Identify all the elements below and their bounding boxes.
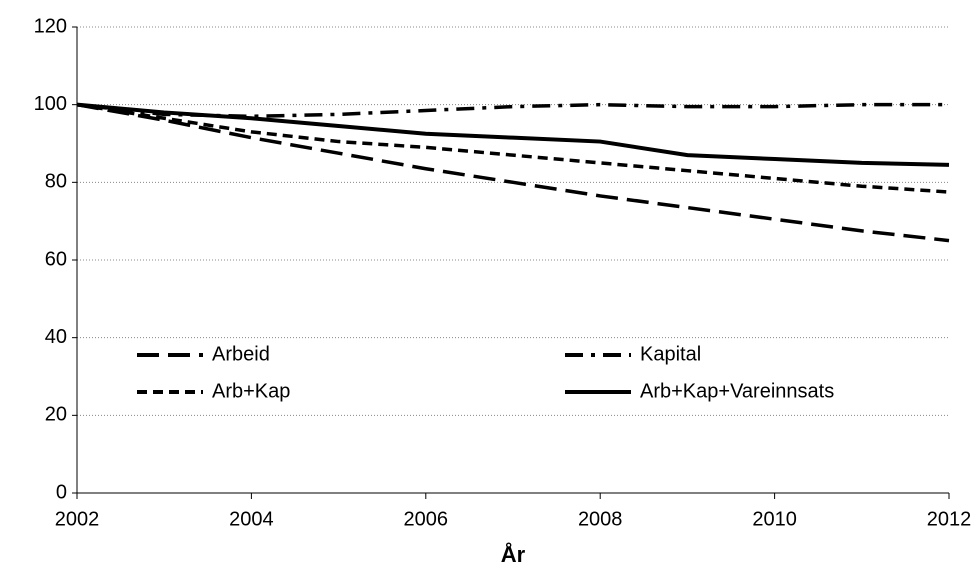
y-tick-label: 40 — [45, 326, 67, 348]
x-tick-label: 2012 — [927, 508, 972, 530]
legend-label: Kapital — [640, 343, 701, 365]
legend-label: Arbeid — [212, 343, 270, 365]
y-tick-label: 20 — [45, 404, 67, 426]
x-tick-label: 2002 — [55, 508, 100, 530]
y-tick-label: 80 — [45, 171, 67, 193]
y-tick-label: 0 — [56, 481, 67, 503]
series-line — [76, 102, 950, 167]
y-tick-label: 60 — [45, 248, 67, 270]
x-tick-label: 2006 — [404, 508, 449, 530]
y-tick-label: 100 — [34, 93, 67, 115]
y-tick-label: 120 — [34, 15, 67, 37]
x-tick-label: 2008 — [578, 508, 623, 530]
series-line — [76, 102, 949, 119]
x-tick-label: 2010 — [752, 508, 797, 530]
x-axis-title: År — [501, 541, 526, 567]
series-line — [76, 102, 950, 243]
series-line — [76, 102, 950, 194]
x-tick-label: 2004 — [229, 508, 274, 530]
legend-label: Arb+Kap — [212, 380, 290, 402]
legend-label: Arb+Kap+Vareinnsats — [640, 380, 834, 402]
